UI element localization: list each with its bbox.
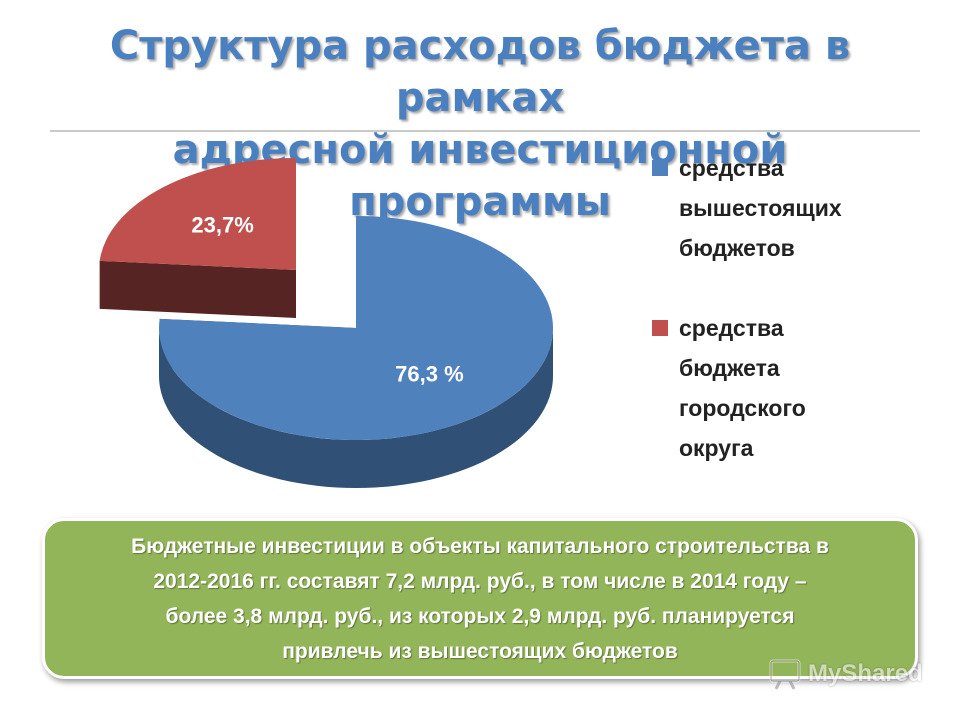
legend-label-line: бюджета (679, 355, 780, 381)
legend-label-line: средства (679, 315, 784, 341)
page-title: Структура расходов бюджета в рамках адре… (40, 20, 920, 228)
pie-slice-wall-1-0 (99, 260, 296, 318)
info-text-line: более 3,8 млрд. руб., из которых 2,9 млр… (165, 604, 795, 628)
pie-data-label-1: 23,7% (191, 213, 253, 238)
legend-swatch-red (652, 320, 668, 336)
info-text-line: 2012-2016 гг. составят 7,2 млрд. руб., в… (153, 569, 807, 593)
legend-label: средства бюджета городского округа (679, 308, 806, 468)
legend-label-line: средства (679, 155, 784, 181)
legend-label-line: округа (679, 435, 754, 461)
pie-data-label-0: 76,3 % (395, 361, 464, 386)
title-line-2: адресной инвестиционной программы (172, 127, 788, 225)
info-text-line: привлечь из вышестоящих бюджетов (282, 639, 678, 663)
info-callout: Бюджетные инвестиции в объекты капитальн… (42, 518, 918, 679)
legend-label-line: вышестоящих (679, 195, 842, 221)
legend-label-line: бюджетов (679, 235, 795, 261)
pie-slice-side-0-0 (159, 328, 553, 488)
info-text-line: Бюджетные инвестиции в объекты капитальн… (131, 534, 829, 558)
legend-label-line: городского (679, 395, 806, 421)
title-line-1: Структура расходов бюджета в рамках (109, 23, 851, 121)
legend-label: средства вышестоящих бюджетов (679, 148, 842, 268)
watermark-text: MyShared (808, 660, 923, 687)
pie-slice-1 (99, 158, 296, 270)
presentation-board-icon (769, 659, 801, 690)
pie-slice-0 (159, 216, 554, 440)
legend-swatch-blue (652, 160, 668, 176)
watermark: MyShared (768, 654, 923, 694)
info-text: Бюджетные инвестиции в объекты капитальн… (131, 529, 829, 669)
title-divider (50, 130, 920, 132)
